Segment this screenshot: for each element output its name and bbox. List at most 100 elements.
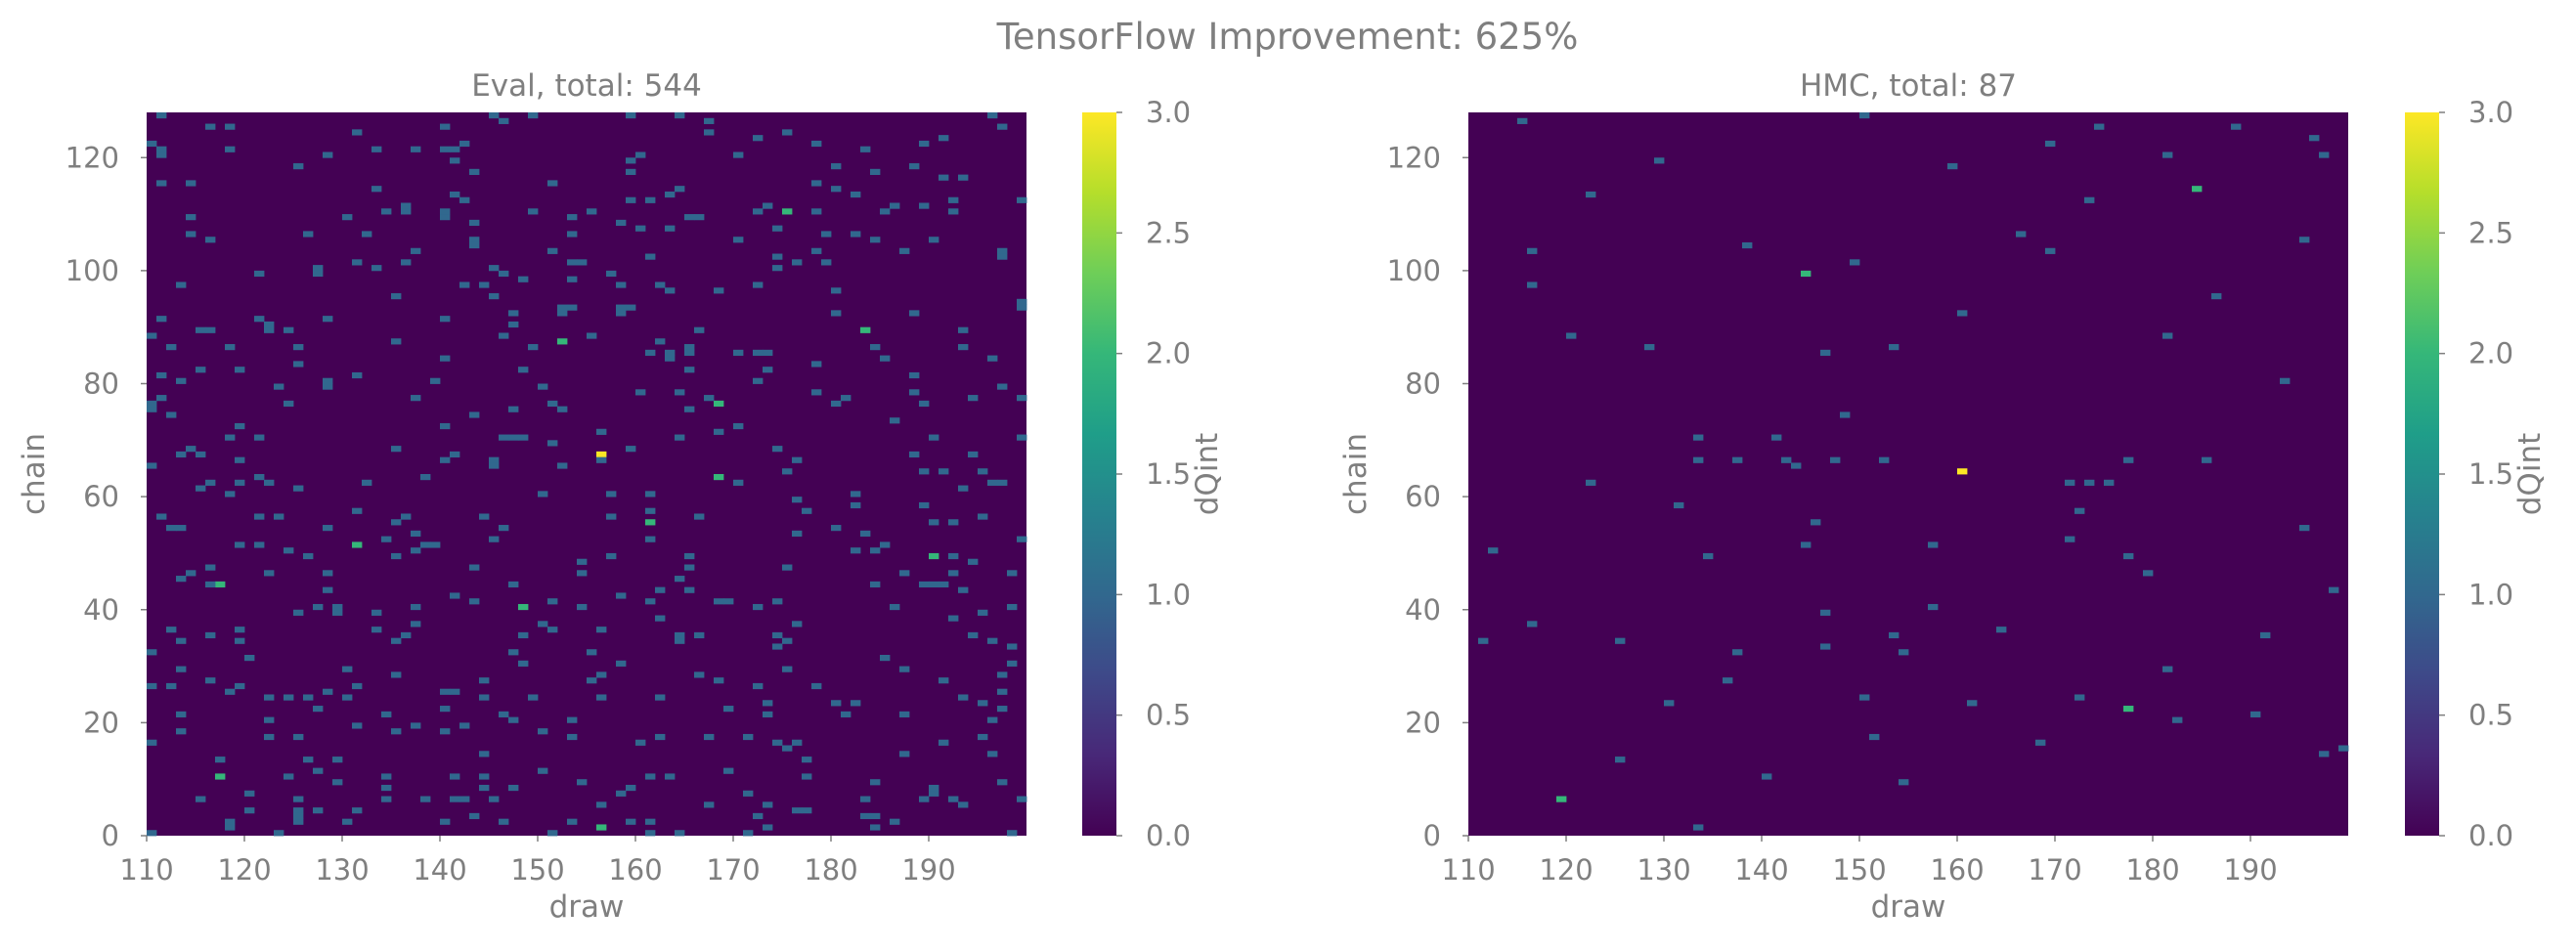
- heatmap-cell: [176, 576, 187, 583]
- heatmap-cell: [870, 824, 881, 831]
- x-tick-label: 130: [1637, 853, 1690, 887]
- heatmap-cell: [499, 270, 509, 278]
- heatmap-cell: [880, 541, 891, 548]
- x-tick-label: 170: [706, 853, 760, 887]
- y-tick-label: 60: [83, 480, 119, 513]
- heatmap-cell: [284, 694, 294, 701]
- heatmap-cell: [381, 208, 392, 215]
- heatmap-cell: [948, 519, 959, 526]
- heatmap-cell: [508, 784, 519, 792]
- heatmap-cell: [225, 824, 236, 831]
- heatmap-cell: [2084, 196, 2095, 203]
- heatmap-cell: [440, 422, 451, 430]
- heatmap-cell: [2074, 694, 2085, 701]
- colorbar-tick-label: 0.0: [2468, 819, 2513, 852]
- heatmap-cell: [538, 383, 548, 390]
- heatmap-cell: [899, 666, 910, 672]
- heatmap-cell: [821, 231, 832, 238]
- heatmap-cell: [391, 728, 402, 735]
- heatmap-cell: [968, 558, 979, 565]
- heatmap-cell: [948, 570, 959, 577]
- heatmap-cell: [694, 513, 705, 520]
- heatmap-cell: [1899, 649, 1909, 656]
- heatmap-cell: [1007, 830, 1018, 837]
- heatmap-cell: [1957, 310, 1968, 317]
- heatmap-cell: [352, 507, 363, 514]
- heatmap-cell: [870, 344, 881, 351]
- heatmap-cell: [1017, 298, 1027, 305]
- colorbar: [1082, 112, 1116, 836]
- heatmap-cell: [293, 733, 304, 741]
- heatmap-cell: [948, 208, 959, 215]
- heatmap-cell: [469, 168, 480, 175]
- heatmap-background: [1468, 112, 2348, 836]
- heatmap-cell: [792, 621, 803, 627]
- heatmap-cell: [225, 123, 236, 130]
- heatmap-cell: [743, 790, 754, 797]
- heatmap-cell: [909, 371, 920, 379]
- heatmap-cell: [1830, 456, 1841, 463]
- heatmap-cell: [753, 682, 764, 690]
- heatmap-cell: [235, 422, 245, 430]
- heatmap-cell: [1947, 163, 1958, 170]
- y-tick-label: 40: [1405, 593, 1441, 627]
- heatmap-cell: [1017, 796, 1027, 802]
- heatmap-cell: [508, 434, 519, 441]
- hmc-panel: HMC, total: 87 110 120 130 140 150 160 170 180 19…: [1338, 68, 2548, 925]
- heatmap-cell: [508, 649, 519, 656]
- heatmap-cell: [851, 700, 861, 707]
- heatmap-cell: [1723, 677, 1733, 684]
- heatmap-cell: [205, 479, 216, 486]
- heatmap-cell: [352, 541, 363, 548]
- heatmap-cell: [557, 406, 568, 412]
- heatmap-cell: [811, 682, 822, 690]
- heatmap-cell: [684, 367, 695, 373]
- heatmap-cell: [626, 784, 636, 792]
- heatmap-cell: [782, 208, 793, 215]
- heatmap-cell: [763, 367, 773, 373]
- heatmap-cell: [303, 694, 314, 701]
- heatmap-cell: [499, 711, 509, 717]
- heatmap-cell: [489, 112, 500, 119]
- heatmap-cell: [675, 637, 685, 644]
- heatmap-cell: [948, 196, 959, 203]
- heatmap-cell: [303, 757, 314, 763]
- heatmap-cell: [635, 389, 646, 396]
- heatmap-cell: [147, 332, 157, 339]
- heatmap-cell: [645, 773, 656, 780]
- heatmap-cell: [215, 773, 226, 780]
- heatmap-cell: [1017, 196, 1027, 203]
- heatmap-cell: [978, 609, 988, 616]
- heatmap-cell: [753, 377, 764, 384]
- heatmap-cell: [1007, 603, 1018, 611]
- heatmap-cell: [450, 191, 460, 198]
- heatmap-cell: [753, 812, 764, 820]
- heatmap-cell: [596, 456, 607, 463]
- heatmap-cell: [860, 812, 871, 820]
- heatmap-cell: [929, 581, 939, 588]
- heatmap-cell: [851, 491, 861, 498]
- heatmap-cell: [802, 807, 812, 814]
- heatmap-cell: [1478, 637, 1489, 644]
- heatmap-cell: [450, 773, 460, 780]
- heatmap-cell: [518, 434, 529, 441]
- heatmap-cell: [1840, 411, 1851, 418]
- colorbar-label: dQint: [2512, 433, 2548, 516]
- heatmap-cell: [655, 733, 666, 741]
- heatmap-cell: [147, 400, 157, 408]
- heatmap-cell: [332, 603, 343, 611]
- heatmap-cell: [293, 796, 304, 802]
- colorbar-tick-label: 2.0: [2468, 337, 2513, 370]
- heatmap-cell: [362, 231, 372, 238]
- heatmap-cell: [459, 796, 470, 802]
- heatmap-cell: [215, 581, 226, 588]
- heatmap-cell: [459, 281, 470, 288]
- heatmap-cell: [1742, 241, 1753, 249]
- heatmap-cell: [293, 344, 304, 351]
- heatmap-cell: [929, 237, 939, 243]
- heatmap-cell: [645, 196, 656, 203]
- heatmap-cell: [714, 287, 724, 294]
- heatmap-cell: [440, 688, 451, 695]
- heatmap-cell: [890, 202, 900, 209]
